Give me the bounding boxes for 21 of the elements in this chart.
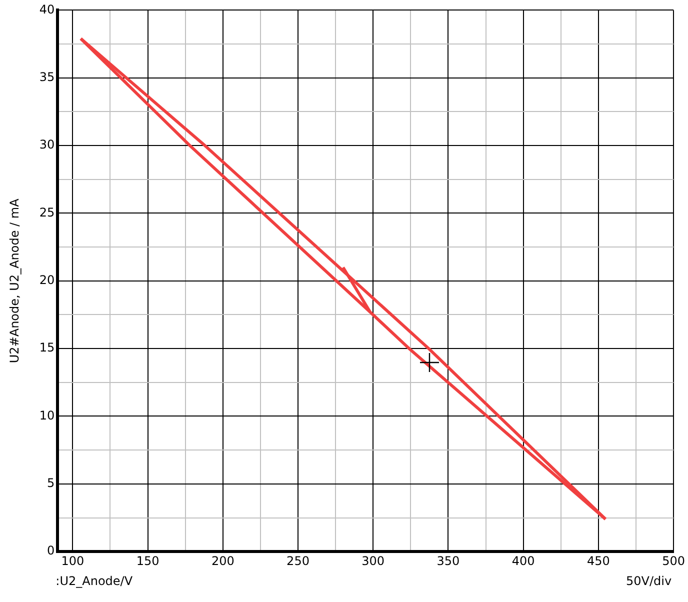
y-tick-label: 10 <box>39 408 55 422</box>
y-tick-label: 15 <box>39 340 55 355</box>
y-tick-label: 5 <box>47 476 55 490</box>
x-tick-label: 450 <box>586 554 610 568</box>
x-axis-title: :U2_Anode/V <box>56 574 134 588</box>
y-tick-label: 30 <box>39 138 55 152</box>
y-tick-label: 40 <box>39 2 55 16</box>
y-tick-label: 25 <box>39 205 55 220</box>
x-tick-label: 150 <box>136 554 160 568</box>
text: 50V/div <box>626 574 672 588</box>
y-tick-label: 0 <box>47 544 55 558</box>
x-tick-label: 100 <box>61 554 84 568</box>
y-tick-label: 35 <box>39 70 55 84</box>
x-tick-label: 300 <box>362 554 385 568</box>
y-tick-label: 20 <box>39 273 55 288</box>
x-tick-label: 500 <box>662 554 685 568</box>
x-tick-label: 350 <box>436 554 460 568</box>
x-tick-label: 400 <box>512 554 535 568</box>
y-axis-title: U2#Anode, U2_Anode / mA <box>7 198 22 364</box>
x-tick-label: 200 <box>211 554 234 568</box>
x-tick-label: 250 <box>286 554 310 568</box>
